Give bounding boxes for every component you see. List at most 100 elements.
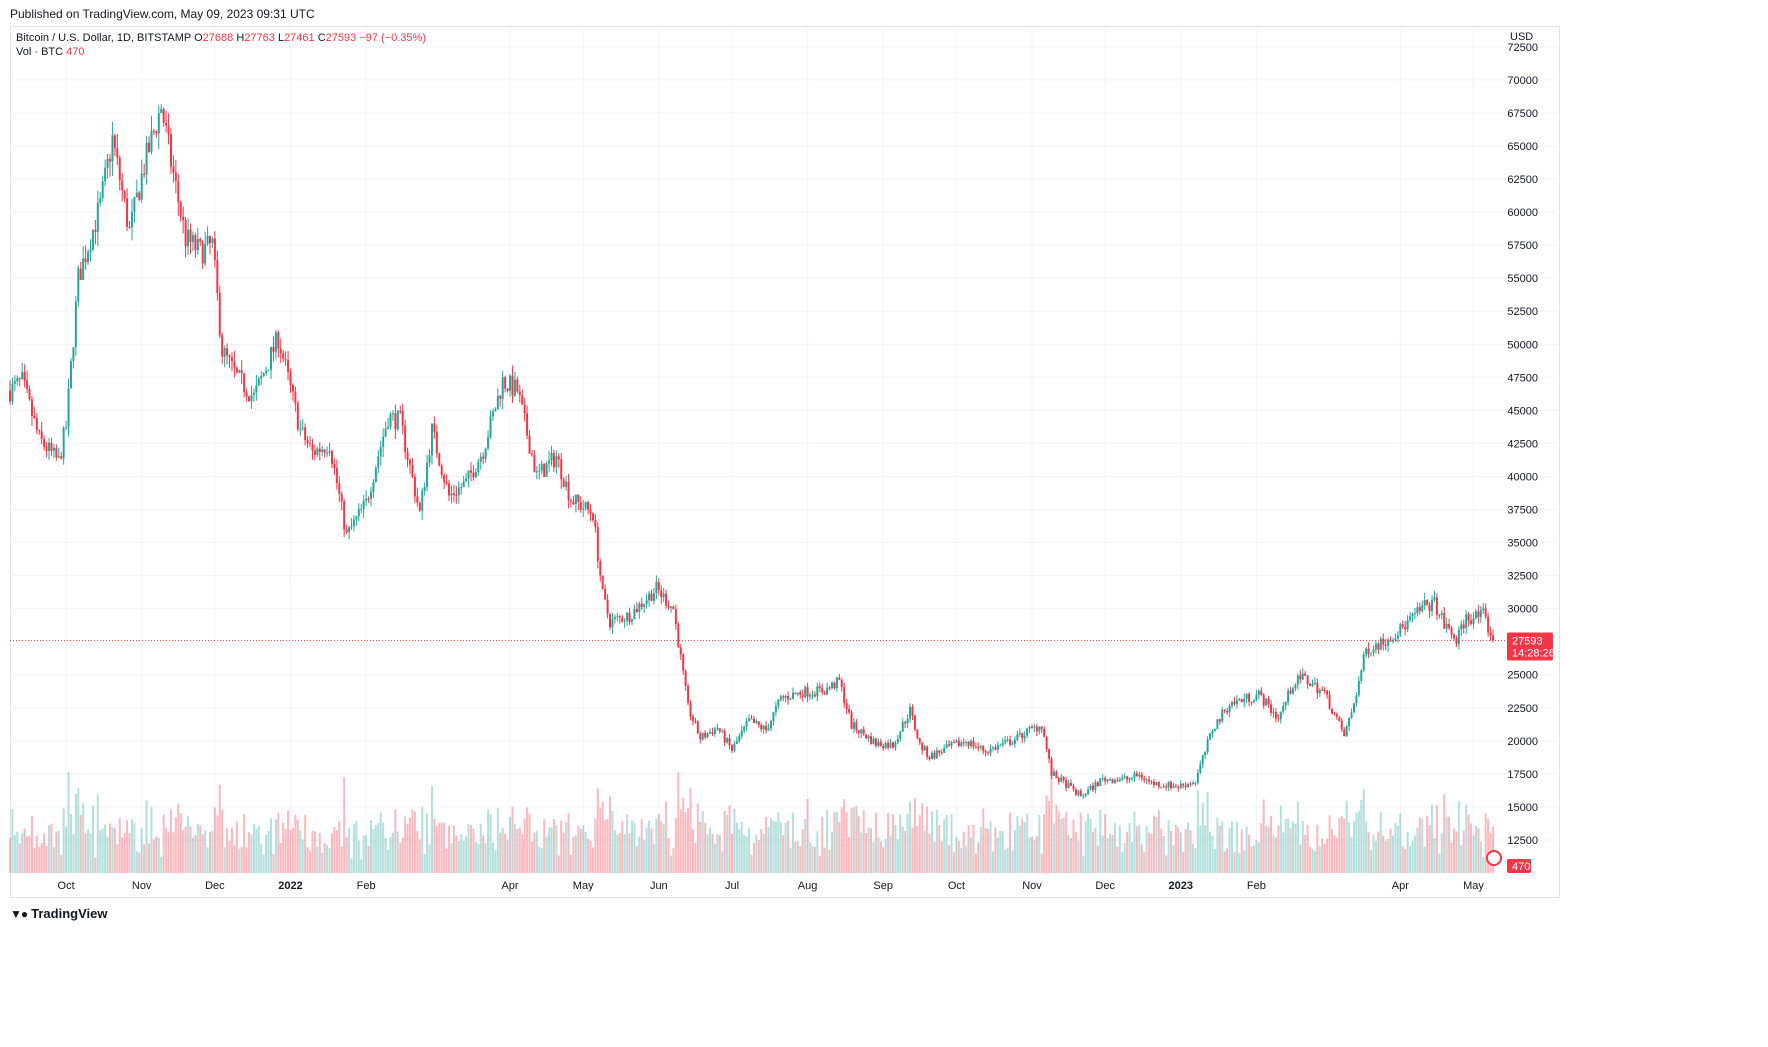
candle-body [1160, 786, 1163, 788]
candle-body [62, 428, 65, 459]
volume-bar [1294, 823, 1297, 873]
volume-bar [1065, 811, 1068, 873]
symbol-title[interactable]: Bitcoin / U.S. Dollar, 1D, BITSTAMP [16, 32, 192, 44]
candle-body [460, 487, 463, 489]
volume-bar [467, 824, 470, 873]
candle-body [1321, 689, 1324, 691]
volume-bar [1084, 821, 1087, 873]
candle-body [716, 728, 719, 730]
candle-body [1401, 624, 1404, 628]
candle-body [267, 369, 270, 371]
symbol-legend: Bitcoin / U.S. Dollar, 1D, BITSTAMP O276… [16, 31, 426, 59]
volume-bar [335, 830, 338, 873]
volume-bar [1218, 825, 1221, 873]
candle-body [1413, 613, 1416, 615]
candle-body [1462, 624, 1465, 629]
candle-body [472, 472, 475, 478]
candle-body [650, 593, 653, 601]
volume-bar [1328, 815, 1331, 873]
candle-body [906, 718, 909, 724]
volume-bar [155, 836, 158, 873]
candle-body [1035, 726, 1038, 732]
candle-body [496, 395, 499, 410]
volume-bar [26, 836, 29, 873]
candle-body [57, 456, 60, 458]
currency-label[interactable]: USD [1510, 31, 1534, 43]
candle-body [1179, 783, 1182, 788]
volume-bar [1487, 818, 1490, 873]
price-tick-label: 25000 [1507, 670, 1538, 682]
candle-body [982, 745, 985, 752]
volume-bar [138, 852, 141, 873]
volume-bar [872, 842, 875, 873]
candle-body [240, 370, 243, 374]
candle-body [1128, 778, 1131, 780]
candle-body [230, 357, 233, 362]
volume-bar [752, 843, 755, 873]
volume-bar [1304, 835, 1307, 873]
time-tick-label: Nov [1022, 880, 1042, 892]
candle-body [1289, 690, 1292, 694]
candle-body [1150, 781, 1153, 783]
candle-body [1094, 782, 1097, 790]
candle-body [423, 486, 426, 491]
volume-bar [433, 818, 436, 873]
volume-bar [1057, 811, 1060, 873]
volume-bar [157, 837, 160, 873]
candle-body [928, 756, 931, 760]
chart-frame [10, 26, 1560, 898]
volume-bar [1350, 836, 1353, 873]
candle-body [801, 694, 804, 698]
volume-bar [811, 845, 814, 873]
volume-bar [60, 855, 63, 873]
candle-body [748, 718, 751, 722]
candle-body [367, 498, 370, 500]
candle-body [828, 687, 831, 689]
volume-bar [1104, 814, 1107, 873]
candle-body [1091, 785, 1094, 790]
volume-legend-label[interactable]: Vol · BTC [16, 46, 64, 58]
candle-body [1040, 726, 1043, 729]
candle-body [316, 448, 319, 455]
candle-body [1170, 781, 1173, 789]
volume-bar [355, 820, 358, 873]
volume-bar [1470, 823, 1473, 873]
candle-body [874, 738, 877, 746]
volume-bar [765, 817, 768, 873]
volume-bar [540, 848, 543, 873]
change-value: −97 (−0.35%) [359, 32, 426, 44]
candle-body [1235, 700, 1238, 704]
candle-body [850, 712, 853, 729]
candle-body [762, 725, 765, 730]
candle-body [155, 131, 158, 134]
volume-bar [462, 840, 465, 873]
volume-bar [391, 832, 394, 873]
volume-bar [1335, 837, 1338, 873]
candle-body [821, 688, 824, 693]
volume-bar [838, 822, 841, 873]
candle-body [1252, 700, 1255, 702]
volume-bar [1272, 834, 1275, 873]
price-tick-label: 47500 [1507, 372, 1538, 384]
candle-body [657, 582, 660, 591]
volume-bar [145, 800, 148, 873]
volume-bar [618, 833, 621, 873]
volume-bar [1131, 842, 1134, 873]
volume-bar [465, 836, 468, 873]
candle-body [689, 702, 692, 717]
candle-body [94, 229, 97, 232]
candle-body [1096, 782, 1099, 787]
candle-body [930, 752, 933, 760]
candle-body [167, 125, 170, 135]
time-tick-label: Dec [205, 880, 225, 892]
candle-body [365, 498, 368, 501]
volume-bar [148, 843, 151, 873]
volume-bar [1465, 804, 1468, 873]
volume-bar [1238, 852, 1241, 873]
candle-body [987, 752, 990, 754]
candle-body [99, 198, 102, 203]
volume-bar [450, 843, 453, 873]
candle-body [1087, 789, 1090, 794]
volume-bar [655, 818, 658, 873]
